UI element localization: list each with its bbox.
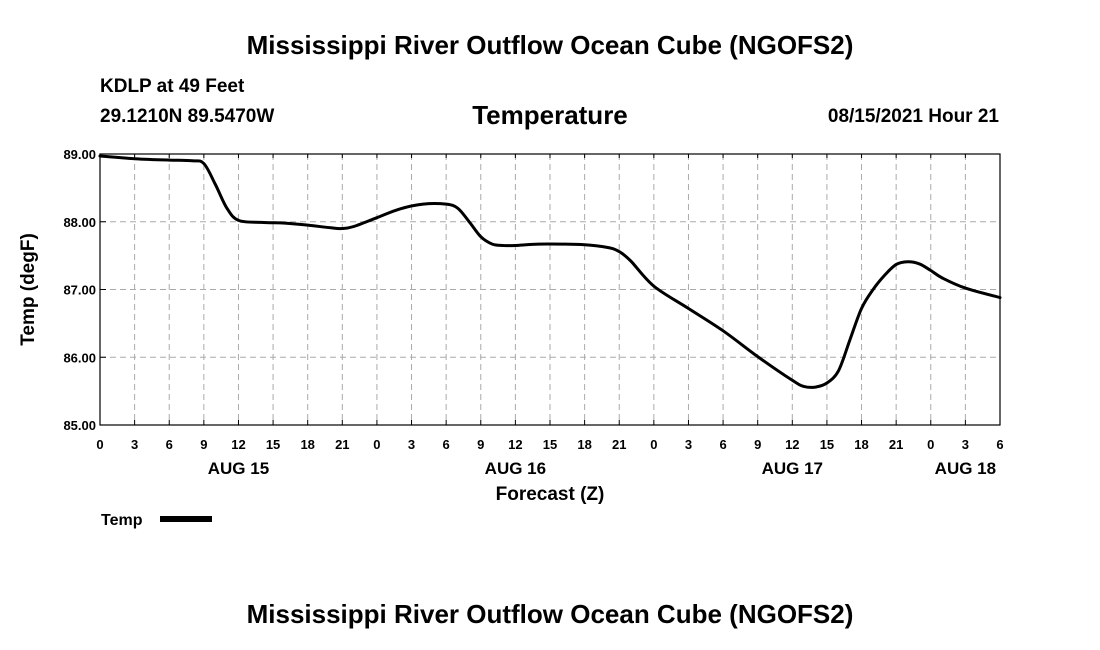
x-tick-label: 12 [508,437,522,452]
x-tick-label: 21 [335,437,349,452]
date-label: AUG 15 [208,459,269,478]
x-axis-tick-labels: 0 3 6 9 12 15 18 21 0 3 6 9 12 15 18 21 0 3 6 9 12 15 18 21 0 3 6 [96,437,1003,452]
x-tick-label: 21 [889,437,903,452]
temp-series-line [98,154,1002,389]
date-labels: AUG 15 AUG 16 AUG 17 AUG 18 [208,459,996,478]
datetime-label: 08/15/2021 Hour 21 [827,106,999,127]
x-tick-label: 6 [166,437,173,452]
y-tick-label: 89.00 [63,147,96,162]
chart-title-bottom: Mississippi River Outflow Ocean Cube (NG… [246,599,854,629]
x-tick-label: 15 [543,437,557,452]
y-axis-tick-labels: 85.00 86.00 87.00 88.00 89.00 [63,147,96,433]
x-tick-label: 15 [820,437,834,452]
x-tick-label: 12 [231,437,245,452]
legend-swatch [160,516,212,522]
x-tick-label: 18 [300,437,314,452]
chart-title-top: Mississippi River Outflow Ocean Cube (NG… [246,30,854,60]
station-label: KDLP at 49 Feet [100,76,245,97]
x-tick-label: 6 [443,437,450,452]
x-tick-label: 0 [96,437,103,452]
x-tick-label: 6 [719,437,726,452]
x-tick-label: 3 [408,437,415,452]
date-label: AUG 18 [935,459,996,478]
x-tick-label: 18 [577,437,591,452]
x-tick-label: 0 [373,437,380,452]
date-label: AUG 17 [762,459,823,478]
x-tick-label: 0 [927,437,934,452]
x-tick-label: 9 [200,437,207,452]
coordinates-label: 29.1210N 89.5470W [100,106,275,127]
y-tick-label: 88.00 [63,215,96,230]
x-tick-label: 3 [131,437,138,452]
grid-lines [99,153,1001,426]
x-tick-label: 9 [754,437,761,452]
date-label: AUG 16 [485,459,546,478]
x-tick-label: 0 [650,437,657,452]
x-tick-label: 15 [266,437,280,452]
y-tick-label: 85.00 [63,418,96,433]
chart-subtitle: Temperature [472,100,628,130]
x-tick-label: 3 [962,437,969,452]
x-tick-label: 6 [996,437,1003,452]
x-axis-label: Forecast (Z) [496,484,605,505]
y-tick-label: 86.00 [63,350,96,365]
y-tick-label: 87.00 [63,283,96,298]
x-tick-label: 18 [854,437,868,452]
x-tick-label: 3 [685,437,692,452]
x-tick-label: 12 [785,437,799,452]
y-axis-label: Temp (degF) [18,233,39,346]
legend-label: Temp [101,512,143,529]
x-tick-label: 9 [477,437,484,452]
x-tick-label: 21 [612,437,626,452]
